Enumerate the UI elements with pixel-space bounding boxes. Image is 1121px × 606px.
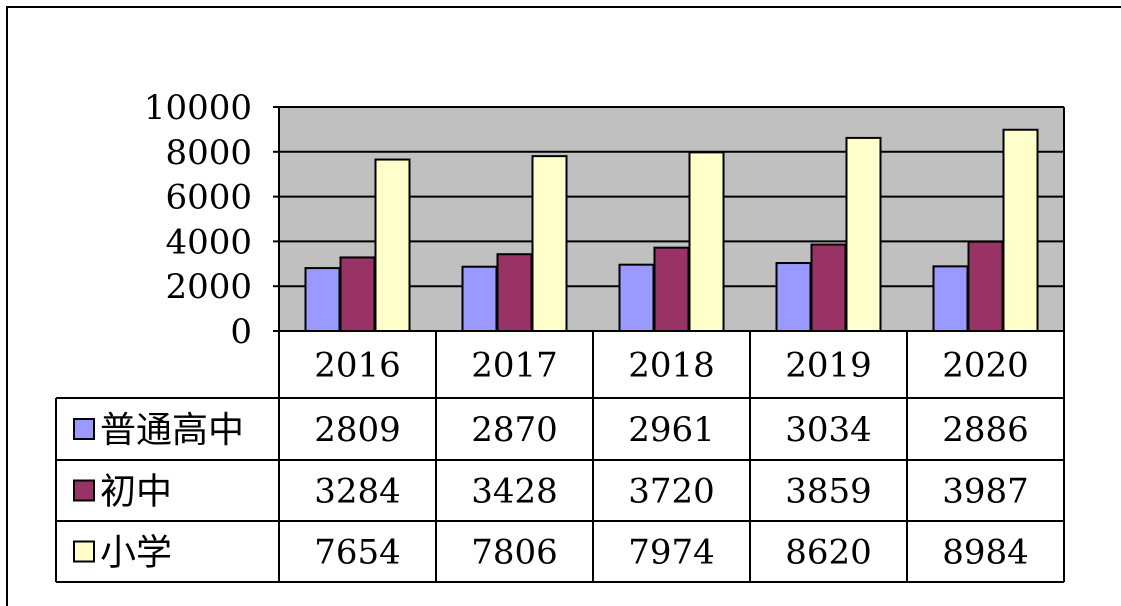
bar <box>653 246 690 332</box>
table-cell-value: 7654 <box>314 533 401 573</box>
legend-label: 小学 <box>100 533 172 574</box>
bars <box>304 128 1039 333</box>
x-tick-label: 2017 <box>471 346 558 386</box>
table-cell-value: 8984 <box>942 533 1029 573</box>
table-cell-value: 2870 <box>471 410 558 450</box>
x-tick-label: 2018 <box>628 346 715 386</box>
y-tick-label: 0 <box>230 312 252 352</box>
bar <box>775 262 812 332</box>
legend-key <box>73 479 95 502</box>
table-cell-value: 2809 <box>314 410 401 450</box>
bar <box>932 265 969 333</box>
bar <box>967 240 1004 332</box>
axes <box>273 106 1065 332</box>
legend-key <box>73 540 95 563</box>
x-tick-label: 2020 <box>942 346 1029 386</box>
bar <box>496 253 533 332</box>
bar <box>1002 128 1039 332</box>
legend-key <box>73 418 95 440</box>
table-cell-value: 3284 <box>314 472 401 512</box>
bar <box>845 136 882 332</box>
x-tick-label: 2019 <box>785 346 872 386</box>
table-cell-value: 3987 <box>942 472 1029 512</box>
table-cell-value: 2961 <box>628 410 715 450</box>
y-tick-label: 10000 <box>144 88 252 128</box>
bar <box>461 265 498 333</box>
y-tick-label: 2000 <box>165 267 252 307</box>
legend-label: 普通高中 <box>100 410 244 451</box>
table-cell-value: 3859 <box>785 472 872 512</box>
table-cell-value: 3034 <box>785 410 872 450</box>
table-cell-value: 3720 <box>628 472 715 512</box>
bar <box>688 151 725 332</box>
table-cell-value: 8620 <box>785 533 872 573</box>
data-table: 2016 2017 2018 2019 2020 普通高中 2809 2870 2961 3034… <box>55 330 1065 583</box>
chart-frame <box>6 6 1121 606</box>
x-tick-label: 2016 <box>314 346 401 386</box>
bar <box>339 256 376 332</box>
legend-label: 初中 <box>100 472 172 513</box>
bar <box>374 158 411 332</box>
bar <box>304 267 341 332</box>
table-cell-value: 2886 <box>942 410 1029 450</box>
y-tick-label: 8000 <box>165 133 252 173</box>
y-tick-label: 6000 <box>165 178 252 218</box>
bar <box>810 243 847 332</box>
table-cell-value: 7806 <box>471 533 558 573</box>
bar <box>531 155 568 332</box>
bar <box>618 263 655 333</box>
y-tick-label: 4000 <box>165 222 252 262</box>
table-cell-value: 3428 <box>471 472 558 512</box>
table-cell-value: 7974 <box>628 533 715 573</box>
